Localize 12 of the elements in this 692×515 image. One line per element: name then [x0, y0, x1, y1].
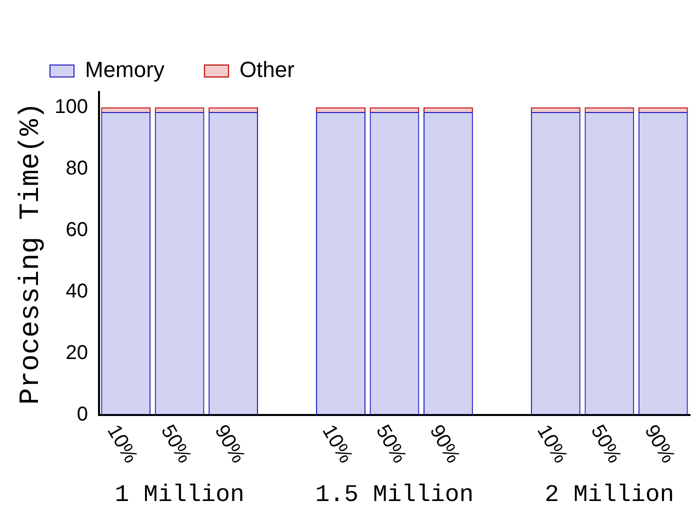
y-tick-label: 40	[66, 280, 88, 302]
y-tick-label: 60	[66, 218, 88, 241]
legend-label: Memory	[85, 57, 164, 82]
text: 2 Million	[544, 482, 674, 509]
text: 1.5 Million	[315, 482, 474, 509]
legend-label: Other	[239, 57, 294, 82]
y-axis-title: Processing Time(%)	[16, 102, 48, 405]
text: 1 Million	[114, 482, 244, 509]
y-tick-label: 20	[66, 342, 88, 364]
y-tick-label: 100	[54, 96, 88, 118]
y-tick-label: 80	[66, 157, 88, 180]
y-tick-label: 0	[76, 404, 88, 426]
